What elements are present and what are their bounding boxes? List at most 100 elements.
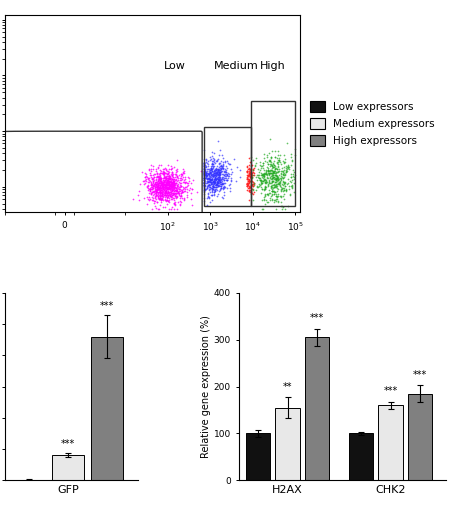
Point	[154, 176, 161, 184]
Point	[147, 194, 154, 202]
Point	[268, 192, 275, 200]
Point	[268, 174, 275, 182]
Point	[157, 178, 164, 187]
Point	[167, 184, 174, 192]
Point	[167, 181, 174, 190]
Point	[166, 198, 173, 206]
Point	[177, 181, 184, 190]
Point	[203, 167, 211, 175]
Point	[165, 178, 172, 186]
Point	[246, 169, 253, 177]
Point	[206, 185, 213, 193]
Point	[269, 184, 276, 192]
Point	[233, 164, 240, 172]
Point	[212, 171, 219, 179]
Point	[213, 179, 220, 187]
Point	[212, 168, 219, 176]
Point	[168, 183, 176, 191]
Point	[165, 178, 172, 187]
Point	[206, 170, 213, 178]
Point	[244, 164, 251, 172]
Point	[209, 181, 216, 190]
Point	[156, 177, 163, 185]
Point	[155, 181, 162, 189]
Point	[165, 171, 172, 179]
Point	[214, 171, 221, 179]
Point	[208, 171, 215, 179]
Point	[156, 171, 163, 179]
Point	[248, 181, 255, 189]
Point	[176, 185, 183, 194]
Point	[158, 184, 165, 192]
Point	[246, 153, 253, 161]
Point	[268, 154, 275, 162]
Point	[200, 167, 207, 175]
Point	[201, 185, 208, 193]
Point	[291, 188, 298, 196]
Point	[151, 181, 158, 190]
Point	[155, 193, 162, 201]
Point	[163, 183, 170, 192]
Point	[179, 188, 186, 196]
Point	[207, 178, 214, 186]
Point	[203, 155, 210, 163]
Point	[273, 192, 280, 200]
Point	[203, 179, 211, 187]
Point	[206, 174, 213, 182]
Point	[281, 158, 288, 167]
Point	[267, 160, 274, 169]
Point	[162, 182, 169, 191]
Point	[261, 172, 268, 180]
Point	[157, 175, 164, 183]
Point	[158, 190, 165, 198]
Point	[142, 176, 149, 184]
Point	[158, 196, 165, 204]
Point	[142, 177, 149, 185]
Point	[207, 176, 214, 184]
Point	[166, 183, 173, 191]
Point	[171, 189, 178, 197]
Point	[200, 172, 207, 180]
Point	[247, 191, 254, 199]
Point	[262, 200, 269, 208]
Point	[176, 185, 183, 194]
Point	[158, 192, 166, 200]
Point	[172, 183, 180, 192]
Point	[206, 169, 213, 177]
Point	[212, 169, 219, 177]
Point	[222, 174, 229, 182]
Point	[218, 193, 225, 201]
Point	[149, 174, 157, 182]
Point	[208, 175, 216, 183]
Text: ***: ***	[61, 439, 75, 449]
Point	[171, 179, 178, 187]
Point	[165, 184, 172, 192]
Point	[263, 190, 270, 198]
Point	[165, 168, 172, 176]
Point	[212, 180, 220, 189]
Point	[208, 188, 216, 196]
Point	[218, 179, 225, 188]
Point	[203, 171, 210, 179]
Point	[210, 172, 217, 180]
Point	[167, 181, 175, 190]
Point	[205, 182, 212, 191]
Point	[204, 178, 212, 187]
Point	[165, 180, 172, 188]
Point	[209, 175, 216, 183]
Point	[176, 196, 183, 204]
Point	[168, 171, 176, 179]
Point	[245, 164, 252, 172]
Point	[200, 161, 207, 169]
Point	[200, 173, 207, 181]
Point	[289, 170, 297, 178]
Point	[158, 192, 165, 200]
Point	[276, 182, 283, 191]
Point	[159, 179, 166, 187]
Point	[207, 169, 214, 177]
Point	[282, 181, 289, 190]
Point	[162, 189, 169, 197]
Point	[141, 180, 148, 188]
Point	[144, 183, 152, 192]
Point	[214, 181, 221, 190]
